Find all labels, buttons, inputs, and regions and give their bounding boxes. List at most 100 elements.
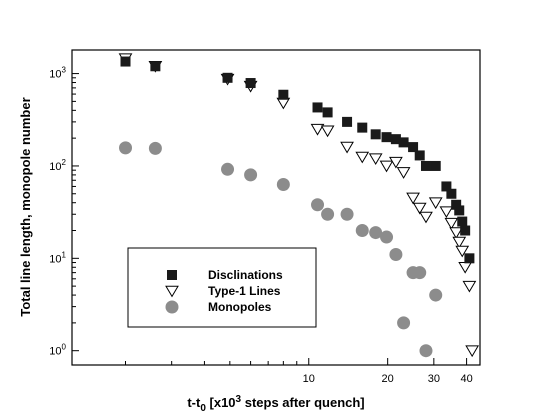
data-point [419,211,433,224]
data-point [397,316,411,330]
data-point [419,344,433,358]
data-point [148,141,162,155]
data-point [370,129,381,140]
y-tick-base: 10 [49,253,61,265]
y-tick-exponent: 2 [62,158,67,167]
data-point [340,207,354,221]
data-point [408,142,419,153]
legend-item: Type-1 Lines [165,284,281,298]
data-marks [118,53,480,358]
data-point [429,288,443,302]
data-point [221,162,235,176]
data-point [311,198,325,212]
data-point [460,225,471,236]
data-point [451,199,462,210]
data-point [381,132,392,143]
data-point [340,141,354,154]
legend-marker [167,270,177,280]
data-point [439,206,454,219]
data-point [312,102,323,113]
data-point [278,89,289,100]
y-tick-base: 10 [49,69,61,81]
data-point [276,177,290,191]
data-point [462,280,477,293]
x-axis-title-superscript: 3 [236,394,242,405]
data-point [452,236,467,249]
data-point [244,168,258,182]
x-axis-title-bracket: [x10 [206,395,236,410]
y-tick-label: 101 [49,250,66,265]
data-point [457,216,468,227]
data-point [464,253,475,264]
x-axis-title-main: t-t [187,395,201,410]
legend-item: Disclinations [167,268,283,282]
data-point [446,188,457,199]
data-point [245,78,256,89]
data-point [389,156,403,169]
x-axis-title: t-t0 [x103 steps after quench] [187,394,364,414]
y-tick-exponent: 1 [62,250,67,259]
x-axis-title-rest: steps after quench] [241,395,365,410]
y-tick-exponent: 0 [62,343,67,352]
data-point [390,134,401,145]
data-point [380,230,394,244]
data-point [449,227,464,239]
y-tick-base: 10 [49,161,61,173]
data-point [441,181,452,192]
x-tick-label: 30 [428,373,440,385]
legend-item: Monopoles [165,300,272,314]
data-point [119,141,133,155]
x-tick-label: 20 [382,373,394,385]
series-disclinations [120,56,475,264]
data-point [342,116,353,127]
data-point [368,153,383,166]
y-tick-label: 103 [49,66,66,81]
y-tick-exponent: 3 [62,66,67,75]
legend-label: Disclinations [208,268,283,282]
data-point [458,261,473,274]
x-axis-title-subscript: 0 [200,403,206,414]
data-point [398,137,409,148]
data-point [320,125,335,138]
data-point [420,160,431,171]
data-point [465,345,480,358]
y-tick-base: 10 [49,346,61,358]
data-point [321,207,335,221]
data-point [357,122,368,133]
data-point [355,151,370,164]
legend-box [127,247,317,328]
plot-frame [71,49,481,366]
data-point [222,72,233,83]
x-tick-label: 40 [460,373,472,385]
data-point [369,226,383,240]
data-point [120,56,131,67]
y-tick-label: 100 [49,343,66,358]
data-point [355,224,369,238]
data-point [406,192,420,205]
data-point [379,160,394,173]
legend: Disclinations Type-1 Lines Monopoles [127,247,317,328]
y-axis-title: Total line length, monopole number [18,97,33,316]
data-point [414,150,425,161]
data-point [413,266,427,280]
data-point [455,245,470,258]
data-point [322,107,333,118]
data-point [310,123,325,136]
data-point [412,202,427,215]
data-point [396,167,411,179]
data-point [276,97,291,110]
data-point [389,247,403,261]
data-point [444,217,459,230]
x-tick-label: 10 [303,373,315,385]
legend-marker [165,300,179,314]
data-point [150,61,161,72]
legend-items: Disclinations Type-1 Lines Monopoles [165,268,283,314]
data-point [430,160,441,171]
legend-marker [165,285,179,298]
data-point [428,197,443,210]
y-tick-label: 102 [49,158,66,173]
legend-label: Type-1 Lines [208,284,281,298]
series-monopoles [119,141,443,358]
